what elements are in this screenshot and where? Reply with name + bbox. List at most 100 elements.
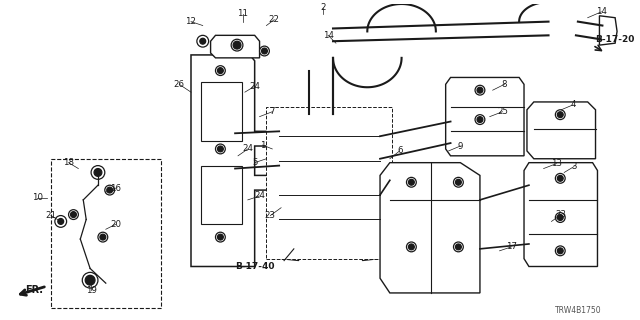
Circle shape <box>456 179 461 185</box>
Polygon shape <box>191 55 269 267</box>
Circle shape <box>83 272 98 288</box>
Circle shape <box>85 275 95 285</box>
Circle shape <box>356 172 368 184</box>
Circle shape <box>216 232 225 242</box>
Circle shape <box>406 177 416 187</box>
Circle shape <box>289 171 305 186</box>
Bar <box>201 166 242 224</box>
Circle shape <box>58 219 63 224</box>
Circle shape <box>231 39 243 51</box>
Circle shape <box>260 46 269 56</box>
Text: 2: 2 <box>321 4 326 12</box>
Bar <box>201 82 242 141</box>
Text: 1: 1 <box>260 140 265 149</box>
Circle shape <box>406 242 416 252</box>
Text: 8: 8 <box>502 80 507 89</box>
Circle shape <box>556 173 565 183</box>
Text: TRW4B1750: TRW4B1750 <box>555 306 601 315</box>
Text: 4: 4 <box>570 100 576 109</box>
Text: 17: 17 <box>506 243 516 252</box>
Text: 19: 19 <box>86 285 97 294</box>
Text: 9: 9 <box>458 141 463 150</box>
Circle shape <box>477 116 483 123</box>
Circle shape <box>360 122 365 127</box>
Text: 11: 11 <box>237 9 248 18</box>
Circle shape <box>100 234 106 240</box>
Circle shape <box>557 112 563 118</box>
Text: 23: 23 <box>556 210 567 219</box>
Circle shape <box>356 227 368 239</box>
Text: 23: 23 <box>265 211 276 220</box>
Circle shape <box>68 210 78 220</box>
Circle shape <box>200 38 205 44</box>
Text: 26: 26 <box>173 80 185 89</box>
Polygon shape <box>445 77 524 156</box>
Circle shape <box>105 185 115 195</box>
Circle shape <box>218 68 223 74</box>
Circle shape <box>356 202 368 214</box>
Circle shape <box>292 228 301 238</box>
Circle shape <box>360 146 365 152</box>
Circle shape <box>233 41 241 49</box>
Text: 20: 20 <box>110 220 121 229</box>
Text: 7: 7 <box>269 107 275 116</box>
Circle shape <box>454 242 463 252</box>
Text: 14: 14 <box>323 31 333 40</box>
Circle shape <box>292 144 301 154</box>
Polygon shape <box>211 35 260 58</box>
Text: 21: 21 <box>45 211 56 220</box>
Text: 3: 3 <box>572 162 577 171</box>
Polygon shape <box>279 114 380 247</box>
Circle shape <box>475 85 485 95</box>
Circle shape <box>360 205 365 211</box>
Circle shape <box>456 244 461 250</box>
Circle shape <box>218 234 223 240</box>
Circle shape <box>98 232 108 242</box>
Text: 16: 16 <box>110 184 121 193</box>
Circle shape <box>289 225 305 241</box>
Circle shape <box>557 248 563 254</box>
Circle shape <box>107 187 113 193</box>
Circle shape <box>360 230 365 236</box>
Circle shape <box>475 115 485 124</box>
Circle shape <box>557 175 563 181</box>
Polygon shape <box>380 163 480 293</box>
Circle shape <box>91 166 105 179</box>
Circle shape <box>289 200 305 216</box>
Polygon shape <box>524 163 598 267</box>
Circle shape <box>360 175 365 181</box>
Text: 6: 6 <box>397 147 403 156</box>
Circle shape <box>197 35 209 47</box>
Polygon shape <box>527 102 596 159</box>
Circle shape <box>70 212 76 218</box>
Circle shape <box>356 143 368 155</box>
Circle shape <box>216 144 225 154</box>
Text: 18: 18 <box>63 158 74 167</box>
Circle shape <box>289 116 305 132</box>
Circle shape <box>477 87 483 93</box>
Circle shape <box>556 212 565 222</box>
Text: 24: 24 <box>254 191 265 200</box>
Circle shape <box>55 216 67 227</box>
Text: 14: 14 <box>596 7 607 16</box>
Circle shape <box>408 244 414 250</box>
Circle shape <box>94 169 102 176</box>
Circle shape <box>356 119 368 130</box>
Circle shape <box>408 179 414 185</box>
Text: 13: 13 <box>551 159 562 168</box>
Circle shape <box>292 203 301 212</box>
Circle shape <box>218 146 223 152</box>
Circle shape <box>262 48 268 54</box>
Circle shape <box>289 141 305 157</box>
Circle shape <box>292 173 301 183</box>
Text: FR.: FR. <box>26 285 44 295</box>
Text: B-17-40: B-17-40 <box>235 262 275 271</box>
Text: B-17-20: B-17-20 <box>596 35 635 44</box>
Circle shape <box>556 110 565 120</box>
Text: 5: 5 <box>252 158 257 167</box>
Text: 24: 24 <box>249 82 260 91</box>
Circle shape <box>556 246 565 256</box>
Text: 12: 12 <box>186 17 196 26</box>
Polygon shape <box>279 247 380 260</box>
Text: 10: 10 <box>32 193 43 203</box>
